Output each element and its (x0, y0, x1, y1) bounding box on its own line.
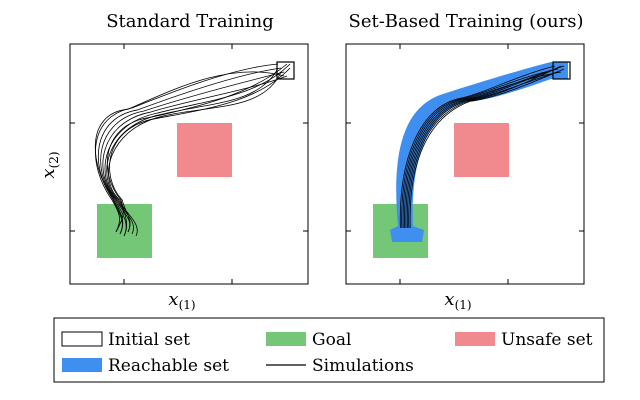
simulation-line (409, 68, 565, 229)
simulation-line (404, 65, 565, 229)
plot-frame (345, 43, 585, 285)
panel-title-setbased: Set-Based Training (ours) (349, 11, 584, 32)
legend-goal-swatch (266, 332, 306, 346)
initial-set-box (276, 61, 295, 80)
unsafe-set-region (454, 123, 509, 177)
initial-set-box (552, 61, 571, 80)
simulation-line (106, 67, 279, 237)
legend-unsafe-label: Unsafe set (501, 330, 593, 350)
simulation-line (104, 63, 291, 235)
unsafe-set-region (177, 123, 232, 177)
simulation-trajectories (94, 63, 291, 237)
simulation-trajectories (399, 65, 565, 229)
simulation-line (94, 71, 285, 235)
simulation-line (405, 68, 556, 229)
legend: Initial set Goal Unsafe set Reachable se… (53, 317, 605, 383)
axis-ticks (346, 44, 584, 284)
axis-ticks (70, 44, 308, 284)
simulation-line (107, 63, 288, 237)
panel-setbased (345, 43, 585, 285)
reachable-set (390, 62, 568, 242)
simulation-line (401, 68, 559, 229)
simulation-line (109, 67, 291, 233)
x-axis-label-setbased: x(1) (444, 289, 471, 312)
plot-frame (69, 43, 309, 285)
legend-initial-set-label: Initial set (108, 330, 190, 350)
simulation-line (399, 65, 556, 229)
panel-standard (69, 43, 309, 285)
legend-simulations-label: Simulations (312, 356, 414, 376)
legend-initial-set-swatch (61, 331, 103, 347)
panel-title-standard: Standard Training (106, 11, 274, 32)
legend-goal-label: Goal (312, 330, 351, 350)
simulation-line (408, 65, 562, 229)
legend-reachable-label: Reachable set (108, 356, 229, 376)
simulation-line (97, 67, 282, 235)
legend-box (53, 317, 605, 383)
legend-unsafe-swatch (455, 332, 495, 346)
legend-reachable-swatch (62, 358, 102, 372)
y-axis-label: x(2) (38, 151, 61, 178)
simulation-line (95, 63, 279, 233)
x-axis-label-standard: x(1) (168, 289, 195, 312)
simulation-line (100, 71, 285, 237)
simulation-line (108, 71, 282, 233)
